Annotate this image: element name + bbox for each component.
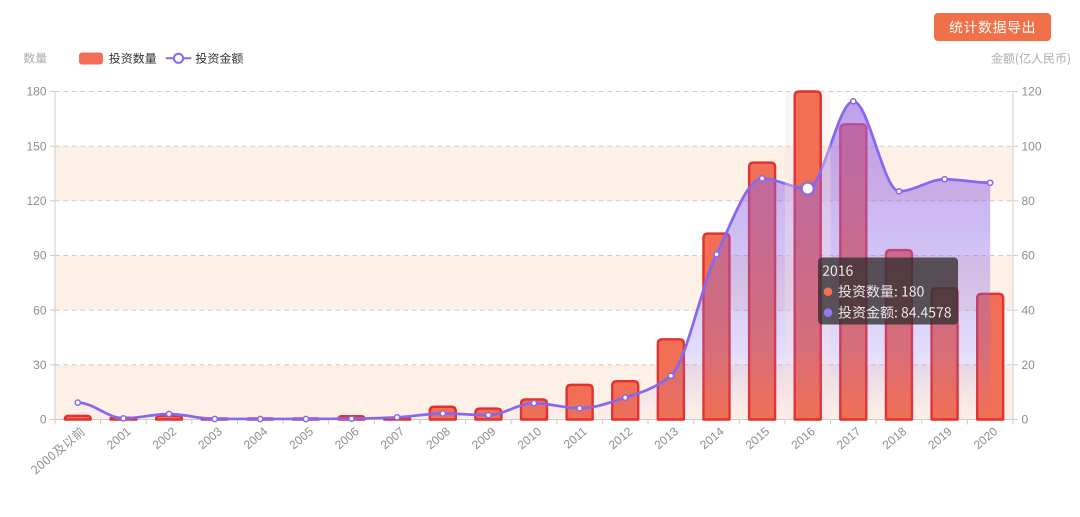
svg-text:120: 120 xyxy=(1022,85,1042,99)
svg-text:80: 80 xyxy=(1022,194,1036,208)
svg-text:180: 180 xyxy=(26,85,46,99)
svg-text:20: 20 xyxy=(1022,358,1036,372)
svg-text:90: 90 xyxy=(33,249,47,263)
svg-text:0: 0 xyxy=(40,413,47,427)
svg-text:30: 30 xyxy=(33,358,47,372)
svg-text:60: 60 xyxy=(33,303,47,317)
svg-text:60: 60 xyxy=(1022,249,1036,263)
svg-text:120: 120 xyxy=(26,194,46,208)
svg-text:100: 100 xyxy=(1022,139,1042,153)
svg-text:40: 40 xyxy=(1022,303,1036,317)
svg-text:150: 150 xyxy=(26,139,46,153)
svg-text:0: 0 xyxy=(1022,413,1029,427)
